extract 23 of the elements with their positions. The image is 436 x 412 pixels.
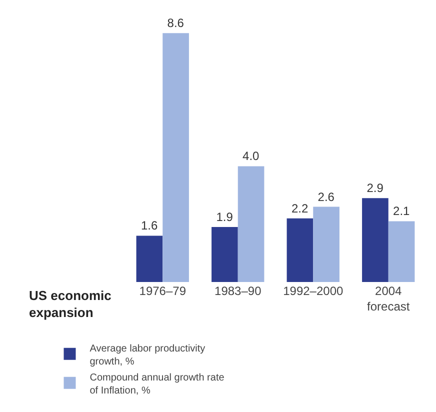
bar	[286, 218, 314, 282]
data-label: 2.9	[366, 181, 384, 196]
x-axis-title: US economic expansion	[29, 288, 112, 320]
data-label: 8.6	[167, 16, 184, 30]
legend-label: Compound annual growth rate of Inflation, %	[90, 372, 225, 396]
bar	[136, 236, 163, 282]
bar	[362, 198, 388, 282]
bar	[238, 166, 264, 282]
data-label: 1.9	[216, 210, 234, 224]
bar	[162, 33, 189, 282]
bar	[212, 227, 238, 282]
data-label: 4.0	[242, 149, 260, 164]
x-tick-label: 2004 forecast	[367, 284, 410, 314]
x-tick-label: 1976–79	[139, 284, 186, 298]
bar	[388, 221, 415, 282]
data-label: 1.6	[140, 218, 158, 233]
bar	[313, 206, 340, 282]
x-tick-label: 1992–2000	[283, 284, 344, 298]
legend-label: Average labor productivity growth, %	[90, 343, 206, 368]
x-tick-label: 1983–90	[214, 284, 262, 298]
data-label: 2.6	[318, 190, 335, 204]
data-label: 2.1	[393, 204, 410, 218]
data-label: 2.2	[291, 201, 308, 216]
